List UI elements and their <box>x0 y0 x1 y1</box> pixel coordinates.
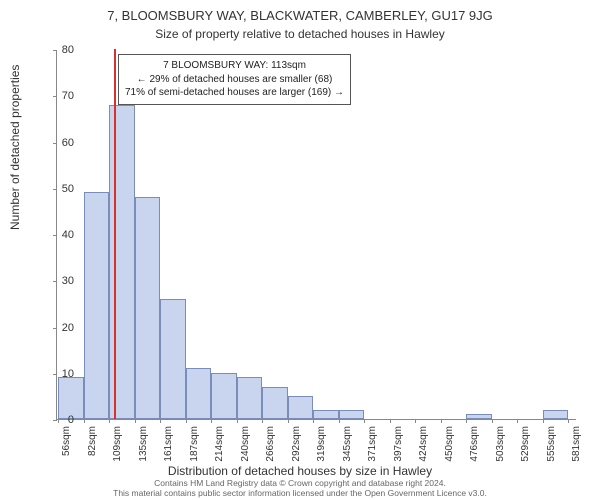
xtick-mark <box>390 419 391 423</box>
xtick-mark <box>441 419 442 423</box>
footer-line2: This material contains public sector inf… <box>0 488 600 498</box>
xtick-label: 450sqm <box>444 426 455 462</box>
footer: Contains HM Land Registry data © Crown c… <box>0 478 600 498</box>
xtick-label: 529sqm <box>520 426 531 462</box>
footer-line1: Contains HM Land Registry data © Crown c… <box>0 478 600 488</box>
xtick-label: 397sqm <box>393 426 404 462</box>
xtick-label: 503sqm <box>495 426 506 462</box>
histogram-bar <box>262 387 288 419</box>
xtick-label: 319sqm <box>316 426 327 462</box>
plot-region: 56sqm82sqm109sqm135sqm161sqm187sqm214sqm… <box>56 50 576 420</box>
xtick-label: 82sqm <box>87 426 98 456</box>
y-axis-label: Number of detached properties <box>8 65 22 230</box>
chart-title: 7, BLOOMSBURY WAY, BLACKWATER, CAMBERLEY… <box>0 0 600 23</box>
annotation-line1: 7 BLOOMSBURY WAY: 113sqm <box>125 59 344 73</box>
xtick-mark <box>339 419 340 423</box>
annotation-line3: 71% of semi-detached houses are larger (… <box>125 86 344 100</box>
histogram-bar <box>186 368 212 419</box>
xtick-label: 476sqm <box>469 426 480 462</box>
histogram-bar <box>211 373 237 419</box>
histogram-bar <box>339 410 365 419</box>
histogram-bar <box>543 410 569 419</box>
histogram-bar <box>288 396 314 419</box>
xtick-mark <box>364 419 365 423</box>
x-axis-label: Distribution of detached houses by size … <box>0 464 600 478</box>
ytick-label: 10 <box>44 368 74 380</box>
xtick-label: 109sqm <box>112 426 123 462</box>
xtick-mark <box>186 419 187 423</box>
xtick-label: 135sqm <box>138 426 149 462</box>
xtick-label: 345sqm <box>342 426 353 462</box>
xtick-mark <box>237 419 238 423</box>
annotation-line2: ← 29% of detached houses are smaller (68… <box>125 73 344 87</box>
annotation-box: 7 BLOOMSBURY WAY: 113sqm ← 29% of detach… <box>118 54 351 105</box>
xtick-mark <box>288 419 289 423</box>
xtick-mark <box>84 419 85 423</box>
xtick-mark <box>313 419 314 423</box>
xtick-label: 292sqm <box>291 426 302 462</box>
xtick-mark <box>262 419 263 423</box>
xtick-label: 187sqm <box>189 426 200 462</box>
xtick-label: 371sqm <box>367 426 378 462</box>
ytick-label: 60 <box>44 137 74 149</box>
xtick-label: 424sqm <box>418 426 429 462</box>
chart-subtitle: Size of property relative to detached ho… <box>0 23 600 47</box>
xtick-mark <box>543 419 544 423</box>
histogram-bar <box>313 410 339 419</box>
xtick-mark <box>517 419 518 423</box>
ytick-label: 70 <box>44 90 74 102</box>
ytick-label: 30 <box>44 275 74 287</box>
xtick-mark <box>211 419 212 423</box>
xtick-mark <box>492 419 493 423</box>
xtick-label: 266sqm <box>265 426 276 462</box>
xtick-label: 161sqm <box>163 426 174 462</box>
xtick-mark <box>568 419 569 423</box>
ytick-label: 40 <box>44 229 74 241</box>
xtick-label: 56sqm <box>61 426 72 456</box>
xtick-mark <box>415 419 416 423</box>
ytick-label: 80 <box>44 44 74 56</box>
xtick-label: 581sqm <box>571 426 582 462</box>
histogram-bar <box>84 192 110 419</box>
xtick-mark <box>466 419 467 423</box>
histogram-bar <box>135 197 161 419</box>
histogram-bar <box>466 414 492 419</box>
histogram-bar <box>109 105 135 420</box>
ytick-label: 0 <box>44 414 74 426</box>
histogram-bar <box>237 377 263 419</box>
marker-line <box>114 49 116 419</box>
xtick-mark <box>160 419 161 423</box>
xtick-label: 214sqm <box>214 426 225 462</box>
xtick-label: 555sqm <box>546 426 557 462</box>
xtick-mark <box>109 419 110 423</box>
chart-area: 56sqm82sqm109sqm135sqm161sqm187sqm214sqm… <box>56 50 576 420</box>
ytick-label: 50 <box>44 183 74 195</box>
ytick-label: 20 <box>44 322 74 334</box>
xtick-mark <box>135 419 136 423</box>
histogram-bar <box>58 377 84 419</box>
xtick-label: 240sqm <box>240 426 251 462</box>
histogram-bar <box>160 299 186 419</box>
